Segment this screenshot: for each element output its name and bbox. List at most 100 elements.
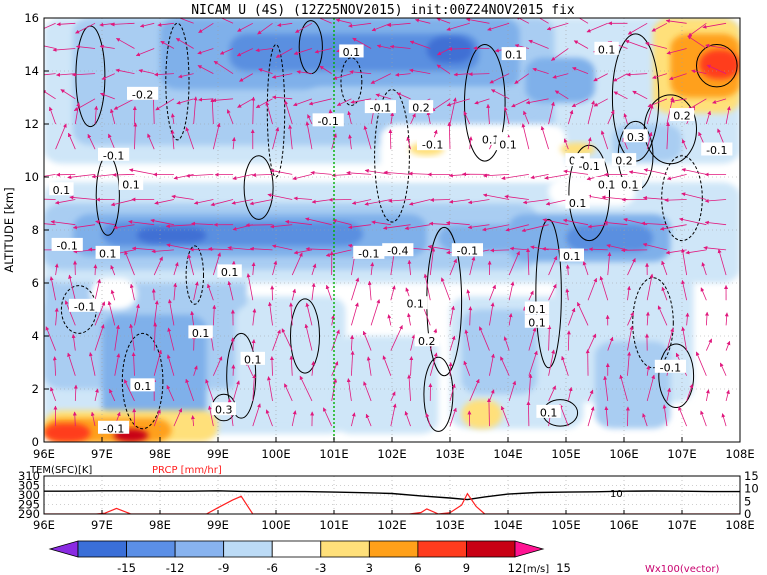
colorbar-tick-label: 3	[366, 561, 373, 575]
wind-arrow	[587, 100, 595, 125]
contour-line	[464, 44, 506, 162]
wind-arrow	[528, 39, 549, 49]
wind-arrow	[680, 248, 688, 276]
x-tick-label: 106E	[609, 447, 638, 461]
contour-label-box: 0.1	[559, 248, 584, 263]
wind-arrow	[232, 380, 240, 402]
wind-arrow	[426, 111, 431, 125]
wind-arrow	[665, 249, 687, 255]
wind-arrow	[685, 312, 690, 326]
surface-panel: TEM(SFC)[K] PRCP [mm/hr] 310305300295290…	[18, 465, 759, 532]
colorbar-swatch	[271, 540, 322, 558]
wind-arrow	[314, 48, 332, 54]
wind-arrow	[567, 307, 576, 326]
wind-arrow	[193, 281, 199, 301]
contour-label-bg	[95, 245, 120, 259]
wind-arrow	[73, 98, 96, 111]
contour-label: -0.1	[422, 139, 443, 152]
contour-label: 0.1	[563, 250, 581, 263]
contour-label: 0.1	[621, 178, 639, 191]
wind-arrow	[410, 113, 416, 125]
y-tick-label: 10	[24, 170, 39, 184]
colorbar-tick-label: -12	[166, 561, 185, 575]
wind-arrow	[227, 280, 234, 301]
contour-label: 0.1	[122, 178, 140, 191]
wind-arrow	[436, 18, 451, 24]
wind-arrow	[504, 194, 529, 200]
wind-arrow	[449, 97, 457, 125]
wind-arrow	[521, 224, 549, 233]
wind-arrow	[464, 329, 471, 351]
contour-label-bg	[654, 359, 686, 373]
wind-arrow	[363, 381, 372, 402]
wind-arrow	[110, 265, 116, 276]
wind-arrow	[167, 327, 175, 351]
wind-arrow	[154, 199, 175, 205]
contour-label-box: -0.1	[573, 158, 605, 173]
wind-arrow	[446, 98, 470, 107]
wind-arrow	[586, 22, 608, 33]
contour-label-box: -0.1	[353, 245, 385, 260]
wind-arrow	[681, 167, 707, 175]
panel-x-tick-label: 103E	[435, 518, 464, 532]
wind-arrow	[258, 68, 273, 75]
colorbar-tick-label: 6	[414, 561, 421, 575]
wind-arrow	[147, 133, 155, 150]
wind-arrow	[489, 284, 496, 301]
wind-arrow	[382, 224, 411, 230]
panel-x-tick-label: 97E	[91, 518, 113, 532]
wind-arrow	[567, 109, 574, 125]
wind-arrow	[652, 73, 668, 79]
wind-arrow	[267, 193, 293, 200]
contour-line	[266, 44, 286, 178]
wind-arrow	[131, 246, 155, 251]
wind-arrow	[348, 224, 372, 230]
wind-arrow	[425, 412, 431, 427]
prcp-tick-label: 5	[744, 494, 751, 508]
wind-arrow	[55, 123, 67, 150]
wind-arrow	[666, 387, 671, 402]
wind-arrow	[48, 106, 56, 125]
tem-series-line	[44, 490, 740, 501]
contour-label: -0.1	[74, 300, 95, 313]
wind-arrow	[49, 276, 56, 301]
wind-arrow	[296, 70, 313, 75]
wind-arrow	[429, 247, 436, 276]
wind-arrow	[436, 64, 451, 74]
wind-arrow	[68, 132, 76, 150]
contour-label: -0.1	[56, 239, 77, 252]
wind-arrow	[587, 389, 594, 402]
wind-arrow	[593, 73, 608, 82]
wind-arrow	[335, 18, 352, 24]
wind-arrow	[173, 408, 183, 427]
wind-arrow	[719, 362, 727, 376]
wind-arrow	[75, 22, 96, 34]
contour-label-bg	[382, 243, 414, 257]
wind-arrow	[587, 224, 608, 229]
wind-arrow	[607, 251, 612, 276]
wind-arrow	[173, 173, 194, 180]
wind-arrow	[406, 312, 411, 326]
contour-label-bg	[623, 129, 648, 143]
wind-arrow	[52, 356, 57, 376]
wind-arrow	[175, 37, 194, 49]
wind-arrow	[548, 349, 556, 376]
tem-tick-label: 295	[18, 498, 40, 512]
wind-arrow	[701, 262, 707, 276]
contour-label-bg	[594, 176, 619, 190]
wind-arrow	[110, 199, 135, 207]
wind-arrow	[628, 170, 648, 175]
wind-arrow	[681, 279, 688, 301]
contour-label: -0.1	[660, 361, 681, 374]
wind-arrow	[679, 217, 707, 226]
panel-x-tick-label: 98E	[149, 518, 171, 532]
wind-arrow	[661, 260, 668, 276]
contour-label-bg	[594, 41, 619, 55]
colorbar-swatch	[223, 540, 273, 558]
prcp-tick-label: 10	[744, 482, 759, 496]
wind-arrow	[646, 365, 651, 376]
x-tick-label: 97E	[91, 447, 113, 461]
x-tick-label: 103E	[435, 447, 464, 461]
wind-arrow	[627, 311, 634, 326]
wind-arrow	[548, 385, 556, 402]
